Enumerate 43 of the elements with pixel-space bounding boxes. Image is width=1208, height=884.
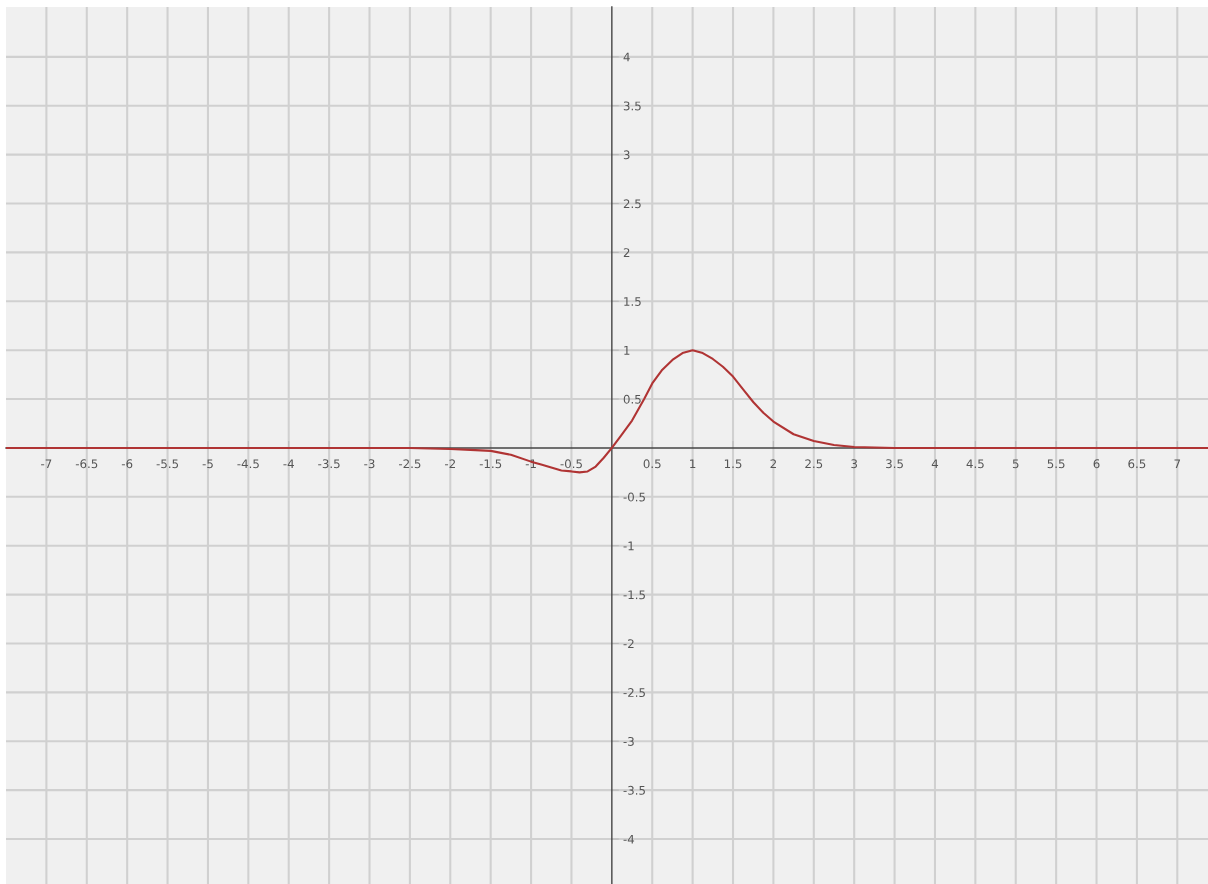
x-tick-label: -5: [202, 459, 213, 469]
x-tick-label: 5: [1012, 459, 1019, 469]
y-tick-label: -1: [623, 541, 634, 551]
x-tick-label: 5.5: [1047, 459, 1065, 469]
x-tick-label: -7: [41, 459, 52, 469]
y-tick-label: -1.5: [623, 590, 645, 600]
x-tick-label: -6: [121, 459, 133, 469]
x-tick-label: 4.5: [966, 459, 984, 469]
x-tick-label: -4.5: [237, 459, 259, 469]
x-tick-label: 3.5: [886, 459, 903, 469]
y-tick-label: 1: [624, 346, 630, 355]
x-tick-label: -5.5: [156, 459, 179, 469]
x-tick-label: -4: [283, 459, 294, 469]
x-tick-label: 0.5: [643, 459, 661, 469]
x-tick-label: 3: [851, 459, 857, 469]
x-tick-label: 1: [690, 459, 696, 469]
y-tick-label: 3.5: [623, 101, 641, 111]
x-tick-label: 7: [1174, 459, 1181, 469]
x-tick-label: 6.5: [1128, 459, 1146, 469]
y-tick-label: -2: [623, 639, 634, 648]
y-tick-label: 0.5: [623, 394, 641, 404]
y-tick-label: -0.5: [623, 492, 645, 502]
x-tick-label: -3: [364, 459, 375, 469]
x-tick-label: 2.5: [805, 459, 823, 469]
y-tick-label: 1.5: [624, 297, 641, 306]
y-tick-label: 4: [623, 52, 630, 62]
x-tick-label: 2: [770, 459, 776, 469]
x-tick-label: -3.5: [318, 459, 340, 469]
y-tick-label: -2.5: [623, 688, 645, 698]
x-tick-label: 4: [931, 459, 939, 469]
x-tick-label: -6.5: [75, 459, 98, 469]
x-tick-label: 6: [1093, 459, 1100, 469]
y-tick-label: -4: [623, 834, 635, 844]
y-tick-label: -3.5: [623, 785, 645, 795]
x-tick-label: -2: [444, 459, 455, 469]
x-tick-label: -1.5: [479, 459, 502, 469]
x-tick-label: 1.5: [724, 459, 742, 469]
y-tick-label: 2: [623, 248, 630, 257]
x-tick-label: -0.5: [560, 459, 582, 469]
x-tick-label: -2.5: [398, 459, 421, 469]
y-tick-label: 3: [623, 150, 630, 160]
y-tick-label: 2.5: [623, 199, 641, 209]
y-tick-label: -3: [623, 736, 634, 746]
